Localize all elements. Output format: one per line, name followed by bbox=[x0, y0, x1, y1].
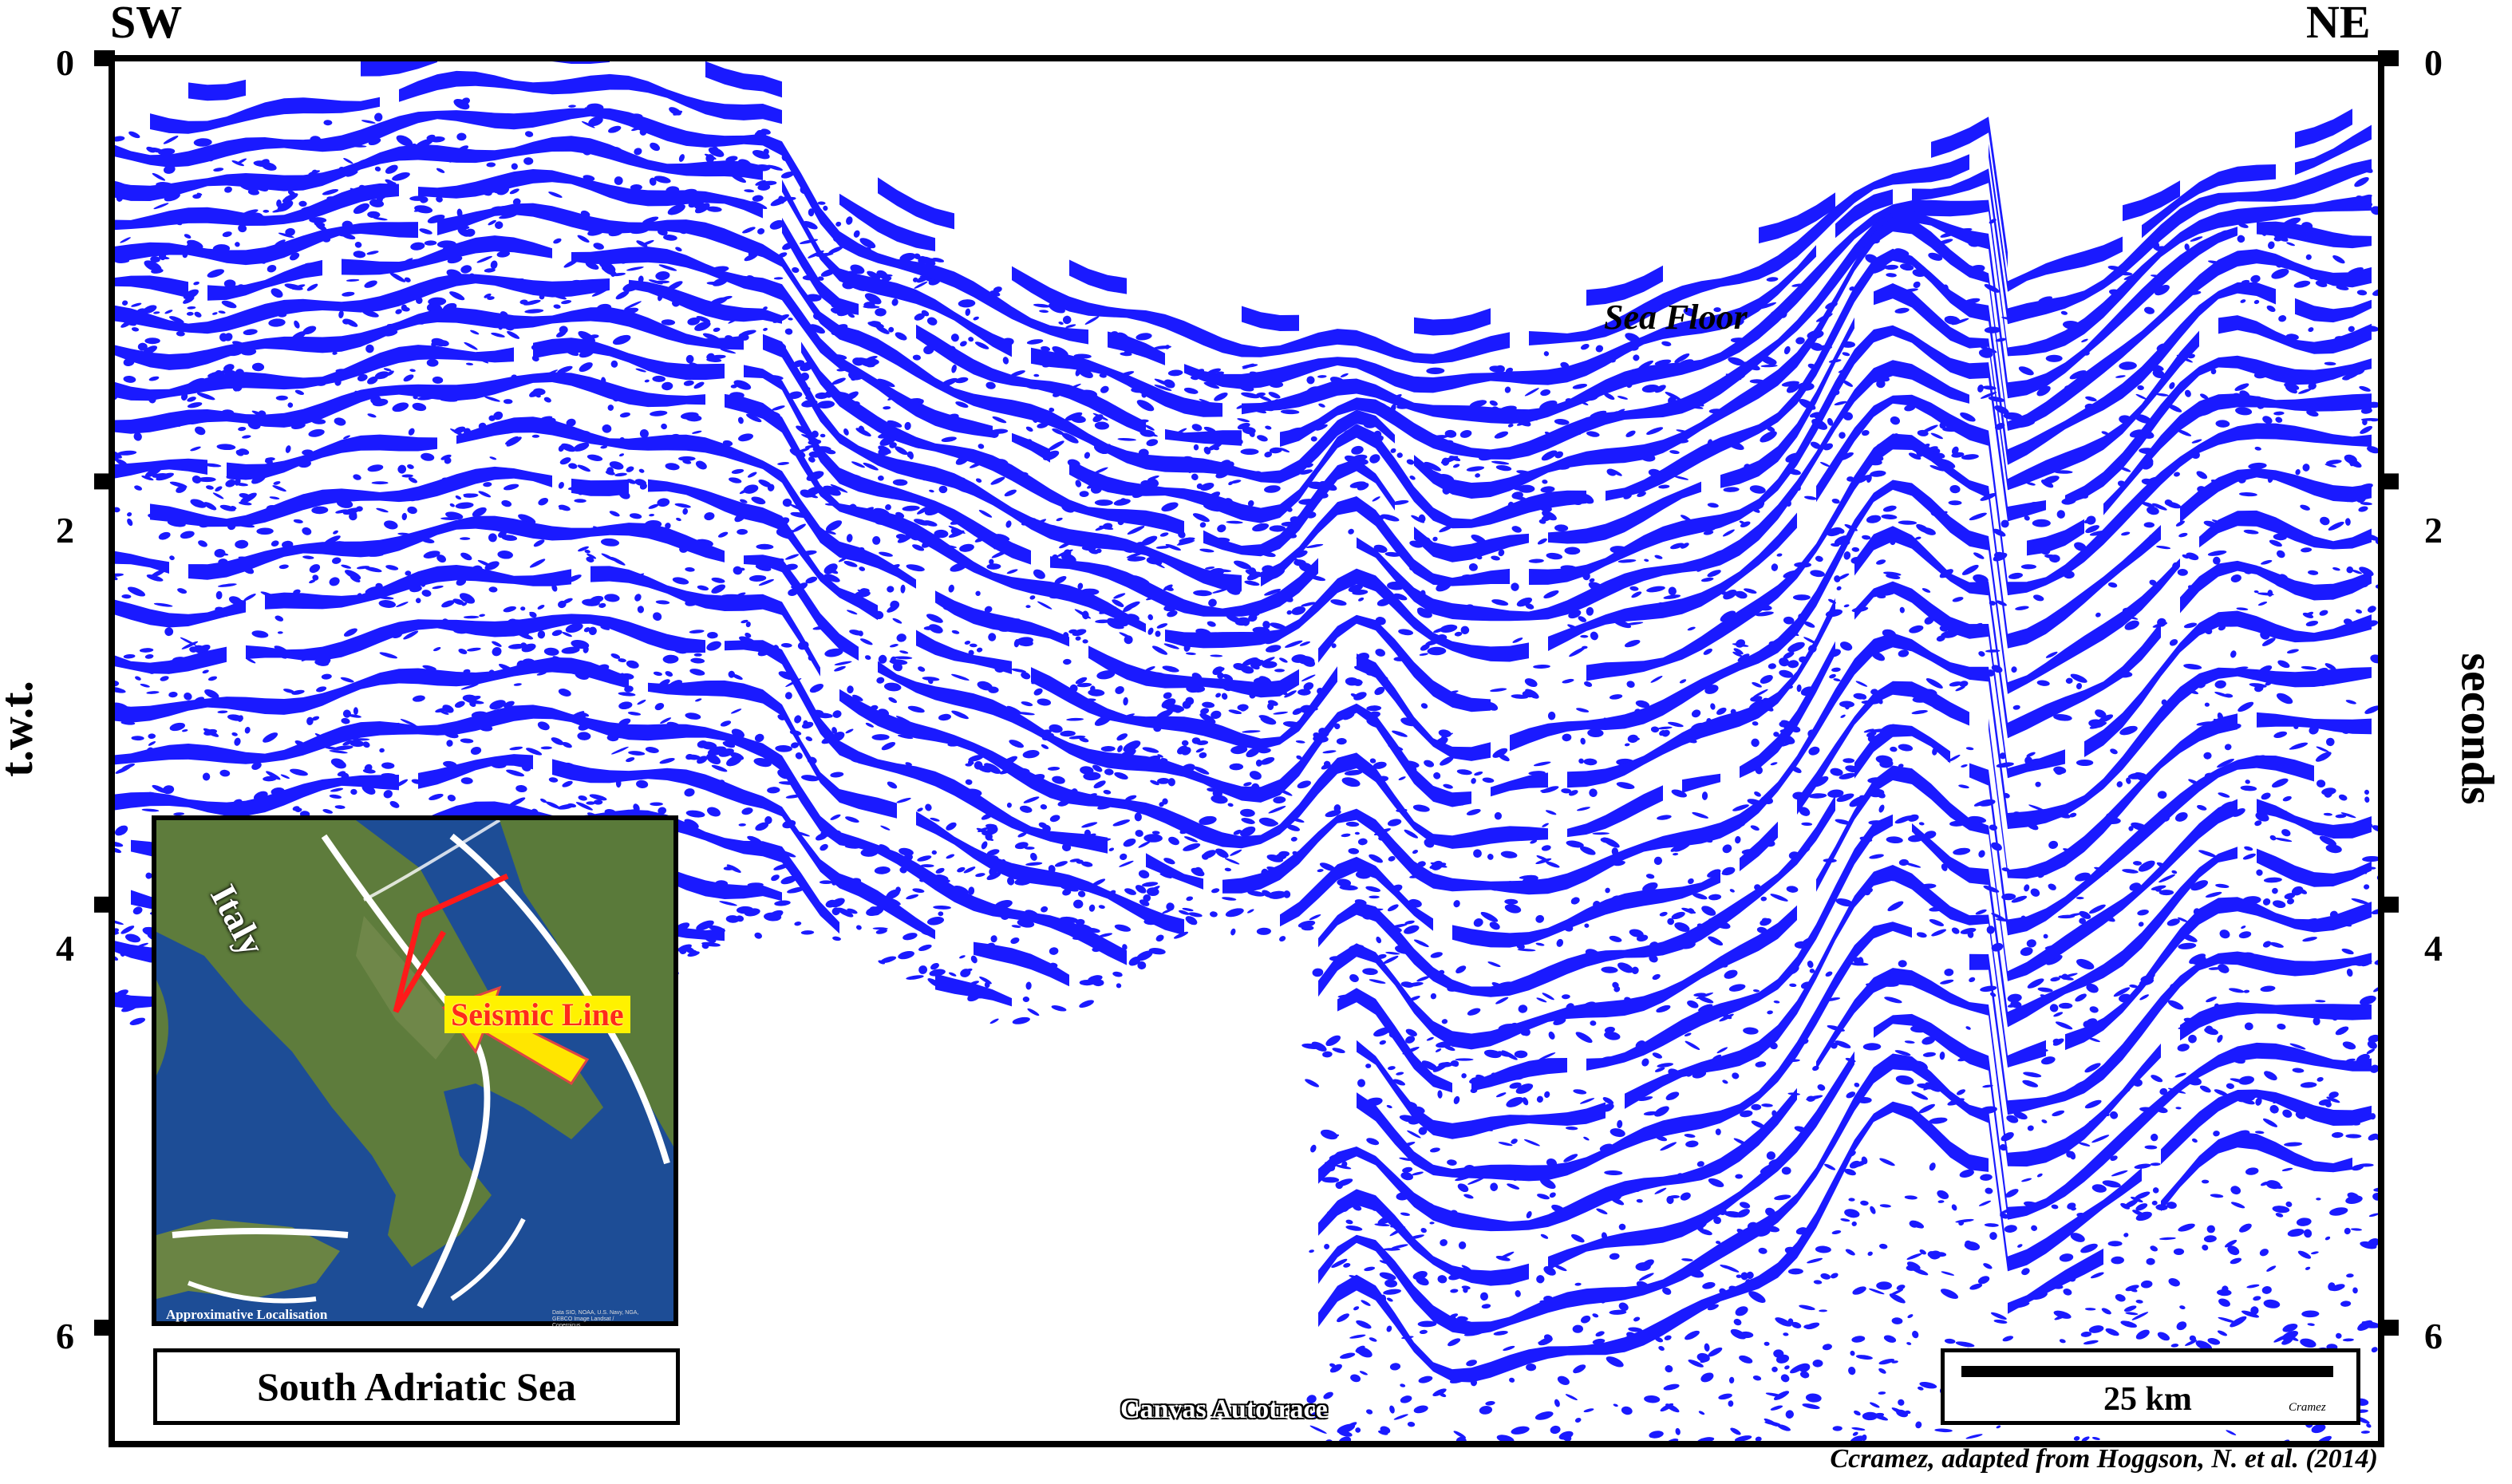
source-credit: Ccramez, adapted from Hoggson, N. et al.… bbox=[1830, 1444, 2378, 1474]
time-axis-ticks bbox=[94, 50, 2399, 1336]
scale-bar-icon bbox=[1961, 1366, 2333, 1377]
right-axis-title: seconds bbox=[2451, 653, 2504, 805]
reflector-horizons bbox=[112, 58, 2372, 1383]
scale-box bbox=[1941, 1348, 2360, 1425]
section-frame bbox=[109, 55, 2384, 1447]
approx-localisation-label: Approximative Localisation bbox=[166, 1307, 328, 1322]
tick-right-6: 6 bbox=[2424, 1316, 2443, 1356]
sea-floor-label: Sea Floor bbox=[1604, 298, 1748, 337]
tick-left-0: 0 bbox=[56, 42, 74, 83]
scale-label: 25 km bbox=[2103, 1381, 2192, 1418]
tick-right-0: 0 bbox=[2424, 42, 2443, 83]
imagery-credit: Data SIO, NOAA, U.S. Navy, NGA, GEBCO Im… bbox=[552, 1310, 639, 1328]
direction-sw: SW bbox=[110, 0, 183, 48]
seismic-line-trace bbox=[393, 873, 509, 1013]
scale-signature: Cramez bbox=[2289, 1401, 2326, 1414]
tick-left-2: 2 bbox=[56, 510, 74, 551]
map-graphic bbox=[156, 820, 673, 1321]
autotrace-watermark: Canvas Autotrace bbox=[1120, 1395, 1328, 1424]
left-axis-title: t.w.t. bbox=[0, 681, 42, 777]
seismic-line-label: Seismic Line bbox=[444, 996, 630, 1033]
tick-left-6: 6 bbox=[56, 1316, 74, 1356]
tick-left-4: 4 bbox=[56, 928, 74, 969]
inset-location-map bbox=[152, 815, 678, 1326]
region-title: South Adriatic Sea bbox=[153, 1348, 680, 1425]
tick-right-4: 4 bbox=[2424, 928, 2443, 969]
direction-ne: NE bbox=[2306, 0, 2371, 48]
tick-right-2: 2 bbox=[2424, 510, 2443, 551]
